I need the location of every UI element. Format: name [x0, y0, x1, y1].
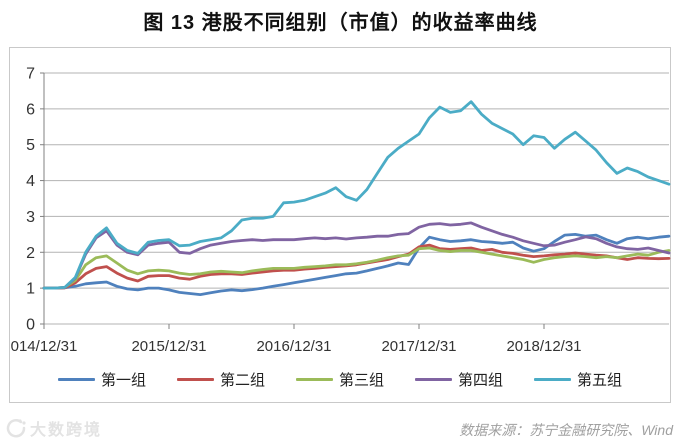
y-axis-label-1: 1: [26, 281, 35, 298]
legend-item-group1: 第一组: [57, 369, 146, 390]
data-source: 数据来源：苏宁金融研究院、Wind: [459, 422, 673, 438]
y-axis-label-5: 5: [26, 137, 35, 154]
watermark: 大数跨境: [5, 416, 102, 440]
watermark-logo-icon: [6, 419, 26, 438]
y-axis-label-6: 6: [26, 101, 35, 118]
series-line-3: [42, 246, 671, 290]
legend-swatch-group3: [295, 378, 333, 381]
legend-swatch-group1: [57, 378, 95, 381]
x-axis-label-1: 2015/12/31: [131, 338, 206, 355]
y-axis-label-0: 0: [26, 317, 35, 334]
x-axis-label-4: 2018/12/31: [506, 338, 581, 355]
legend-label-group1: 第一组: [100, 372, 146, 389]
legend-item-group5: 第五组: [534, 369, 622, 390]
legend-swatch-group5: [534, 378, 572, 381]
legend-item-group2: 第二组: [176, 369, 265, 390]
x-axis-label-2: 2016/12/31: [256, 338, 331, 355]
chart-legend: 第一组 第二组 第三组 第四组 第五组: [10, 369, 670, 390]
legend-item-group3: 第三组: [295, 369, 384, 390]
series-line-4: [42, 221, 671, 290]
legend-label-group5: 第五组: [577, 372, 623, 389]
chart-title: 图 13 港股不同组别（市值）的收益率曲线: [143, 12, 538, 34]
x-axis-label-3: 2017/12/31: [381, 338, 456, 355]
legend-label-group4: 第四组: [458, 372, 504, 389]
legend-label-group3: 第三组: [338, 372, 384, 389]
chart-container: 0 1 2 3 4 5 6 7 014/12/31 2015/12/31 2016/12/31 201…: [9, 47, 671, 403]
line-chart-plot: 0 1 2 3 4 5 6 7 014/12/31 2015/12/31 2016/12/31 201…: [11, 66, 671, 355]
watermark-text: 大数跨境: [30, 422, 103, 439]
legend-swatch-group4: [415, 378, 452, 381]
y-axis-label-4: 4: [26, 173, 35, 190]
y-axis-label-7: 7: [26, 66, 35, 83]
y-axis-label-2: 2: [26, 245, 35, 262]
legend-item-group4: 第四组: [415, 369, 503, 390]
series-line-5: [42, 100, 671, 290]
legend-swatch-group2: [176, 378, 214, 381]
legend-label-group2: 第二组: [219, 372, 265, 389]
series-line-1: [42, 232, 671, 297]
x-axis-label-0: 014/12/31: [11, 338, 78, 355]
y-axis-label-3: 3: [26, 209, 35, 226]
